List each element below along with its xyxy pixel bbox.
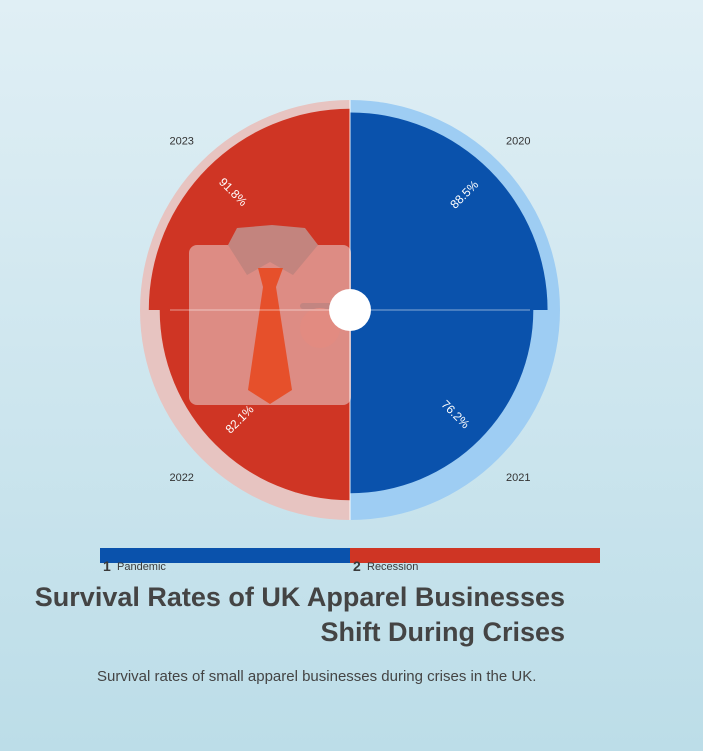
legend-number-recession: 2 xyxy=(353,558,361,574)
shirt-button xyxy=(300,308,340,348)
shirt-illustration xyxy=(189,225,351,405)
category-label-2020: 2020 xyxy=(506,136,530,148)
category-label-2022: 2022 xyxy=(169,472,193,484)
wedge-2020 xyxy=(350,112,548,310)
legend-bar-recession xyxy=(350,548,600,563)
category-label-2021: 2021 xyxy=(506,472,530,484)
center-hub xyxy=(329,289,371,331)
legend-label-pandemic: Pandemic xyxy=(117,561,166,573)
shirt-collar xyxy=(228,225,318,275)
legend-label-recession: Recession xyxy=(367,561,419,573)
tie-icon xyxy=(248,268,292,404)
category-label-2023: 2023 xyxy=(169,136,193,148)
chart-subtitle: Survival rates of small apparel business… xyxy=(97,668,537,685)
wedge-2021 xyxy=(350,310,534,494)
legend-number-pandemic: 1 xyxy=(103,558,111,574)
legend-bar-pandemic xyxy=(100,548,350,563)
chart-title: Survival Rates of UK Apparel Businesses … xyxy=(34,582,565,647)
